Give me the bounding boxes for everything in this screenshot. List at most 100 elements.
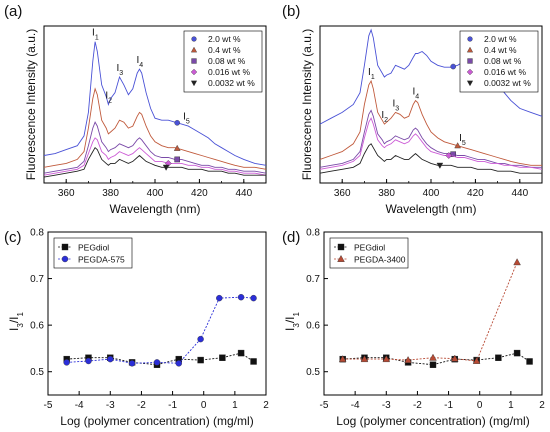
peak-label-main: I: [381, 110, 384, 121]
data-point: [197, 356, 204, 364]
x-tick-label: -4: [351, 400, 360, 411]
x-tick-label: 2: [539, 400, 545, 411]
legend-marker: [61, 255, 69, 263]
peak-label-main: I: [392, 98, 395, 109]
peak-label-main: I: [183, 111, 186, 122]
y-axis-title: Fluorescence Intensity (a.u.): [24, 29, 38, 180]
data-point: [429, 361, 437, 368]
y-tick-label: 0.6: [30, 321, 44, 332]
plot-frame: [47, 231, 267, 396]
plot-frame: [323, 231, 543, 396]
legend-label: 0.08 wt %: [484, 56, 522, 66]
legend-box: [329, 237, 409, 269]
peak-label-sub: 1: [95, 34, 99, 41]
series-2: [43, 87, 267, 170]
series-4: [319, 117, 543, 170]
legend-marker: [467, 58, 473, 64]
legend-label: 2.0 wt %: [484, 34, 517, 44]
x-tick-label: -2: [413, 400, 422, 411]
legend-marker: [191, 36, 197, 42]
y-axis-title-sub: 1: [16, 311, 25, 316]
peak-label-sub: 3: [395, 105, 399, 112]
data-point: [237, 294, 245, 301]
y-tick-label: 0.6: [306, 321, 320, 332]
legend: 2.0 wt %0.4 wt %0.08 wt %0.016 wt %0.003…: [459, 30, 539, 93]
x-tick-label: 0: [477, 400, 483, 411]
series-3: [319, 109, 542, 168]
data-point: [526, 358, 533, 365]
peak-label-sub: 2: [108, 97, 112, 104]
x-tick-label: -5: [320, 400, 329, 411]
data-point: [197, 335, 204, 343]
peak-label: I5: [459, 133, 466, 147]
legend: PEGdiol PEGDA-575: [53, 237, 133, 269]
x-tick-label: -1: [444, 400, 453, 411]
series-line: [66, 296, 254, 364]
data-point: [175, 360, 183, 367]
series-line: [319, 79, 542, 166]
chart-panel-d: (d) -5 -4 -3 -2 -1 0 1 2 0.5 0.6 0.7 0.8 Log (polymer…: [282, 228, 545, 429]
x-tick-label: 360: [58, 188, 75, 199]
x-axis-title: Log (polymer concentration) (mg/ml): [60, 414, 253, 428]
x-tick-label: 360: [334, 188, 351, 199]
legend: 2.0 wt %0.4 wt %0.08 wt %0.016 wt %0.003…: [183, 30, 263, 93]
y-tick-label: 0.5: [306, 367, 320, 378]
peak-label-sub: 4: [139, 62, 143, 69]
x-axis-title: Wavelength (nm): [386, 202, 477, 216]
legend-label: 0.08 wt %: [208, 56, 246, 66]
x-tick-label: 420: [467, 188, 484, 199]
y-axis-title-sub: 3: [292, 323, 301, 328]
legend-box: [53, 237, 133, 269]
series-line: [319, 117, 543, 170]
data-point: [429, 353, 437, 361]
y-axis-title-slash: /I: [7, 316, 21, 323]
y-axis-title-slash: /I: [283, 316, 297, 323]
series-2: [319, 79, 542, 166]
series-marker: [436, 162, 444, 169]
peak-label-sub: 4: [415, 93, 419, 100]
legend-label: 0.4 wt %: [208, 45, 241, 55]
legend-label: PEGdiol: [354, 243, 385, 253]
y-tick-label: 0.7: [30, 274, 44, 285]
x-tick-label: 440: [511, 188, 528, 199]
peak-label-main: I: [412, 87, 415, 98]
x-tick-label: 1: [232, 400, 238, 411]
x-tick-label: 420: [191, 188, 208, 199]
data-point: [513, 349, 521, 357]
legend-label: 0.0032 wt %: [208, 78, 255, 88]
x-axis-title: Wavelength (nm): [110, 202, 201, 216]
legend-label: 0.016 wt %: [484, 67, 526, 77]
peak-label-main: I: [92, 28, 95, 39]
peak-label-main: I: [116, 63, 119, 74]
legend-marker: [466, 80, 474, 87]
x-tick-label: -3: [382, 400, 391, 411]
series-5: [43, 147, 266, 178]
series-line: [43, 41, 267, 166]
series-line: [43, 121, 267, 174]
legend-marker: [337, 254, 345, 262]
legend-marker: [467, 36, 473, 42]
y-tick-label: 0.7: [306, 274, 320, 285]
series-1: [63, 349, 257, 368]
legend-marker: [190, 80, 198, 87]
peak-label: I4: [412, 87, 419, 101]
peak-label: I5: [183, 111, 190, 125]
legend-label: 0.0032 wt %: [484, 78, 531, 88]
data-point: [495, 354, 502, 361]
legend-marker: [61, 243, 69, 251]
series-line: [43, 137, 267, 176]
peak-label: I1: [92, 28, 99, 42]
x-tick-label: -1: [168, 400, 177, 411]
series-line: [342, 262, 518, 362]
y-tick-label: 0.5: [30, 367, 44, 378]
x-tick-label: 380: [102, 188, 119, 199]
peak-label: I2: [105, 91, 112, 105]
data-point: [153, 359, 161, 366]
series-2: [63, 294, 257, 367]
data-point: [451, 354, 459, 362]
legend-box: [459, 30, 539, 93]
series-2: [338, 258, 521, 364]
peak-label-main: I: [368, 67, 371, 78]
data-point: [513, 258, 521, 266]
